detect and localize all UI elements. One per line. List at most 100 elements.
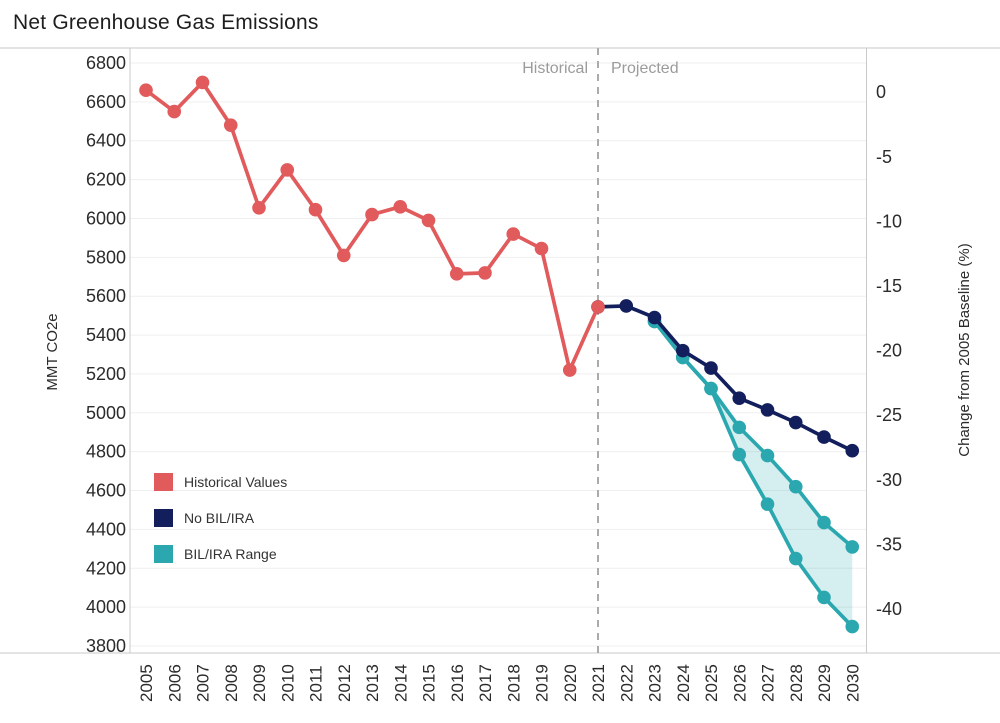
- year-axis-tick-label: 2022: [617, 664, 636, 702]
- historical-point: [534, 241, 549, 256]
- year-axis-tick-label: 2020: [561, 664, 580, 702]
- mmt-axis-tick-label: 6200: [86, 170, 126, 190]
- bil-ira-band: [654, 321, 853, 627]
- historical-point: [252, 200, 266, 215]
- historical-point: [308, 202, 323, 217]
- no-bil-ira-line: [596, 304, 855, 453]
- bil-ira-lower-point: [788, 551, 803, 566]
- historical-point: [223, 118, 238, 132]
- legend-item-no-bil-ira: No BIL/IRA: [154, 509, 287, 527]
- no-bil-ira-point: [647, 310, 662, 325]
- year-axis-tick-label: 2024: [674, 664, 693, 702]
- legend-label: No BIL/IRA: [184, 510, 255, 526]
- mmt-axis-tick-label: 3800: [86, 636, 126, 656]
- historical-zone-label: Historical: [522, 60, 588, 77]
- page-title: Net Greenhouse Gas Emissions: [13, 11, 319, 34]
- no-bil-ira-point: [675, 343, 690, 358]
- mmt-axis-tick-label: 6400: [86, 131, 126, 151]
- year-axis-tick-label: 2010: [278, 664, 297, 702]
- mmt-axis-tick-label: 4200: [86, 558, 126, 578]
- historical-point: [195, 75, 210, 90]
- historical-point: [506, 227, 521, 241]
- year-axis-tick-label: 2013: [363, 664, 382, 702]
- historical-point: [421, 213, 436, 228]
- bil-ira-lower-point: [845, 619, 860, 634]
- percent-axis-tick-label: -20: [876, 341, 902, 361]
- year-axis-tick-label: 2006: [165, 664, 184, 702]
- historical-point: [365, 207, 379, 222]
- year-axis-tick-label: 2023: [646, 664, 665, 702]
- no-bil-ira-point: [619, 299, 634, 313]
- bil-ira-lower-point: [732, 447, 747, 462]
- bil-ira-upper-point: [704, 381, 718, 396]
- percent-axis-tick-label: -25: [876, 405, 902, 425]
- year-axis-tick-label: 2014: [391, 664, 410, 702]
- percent-axis-tick-label: -10: [876, 211, 902, 231]
- percent-axis-tick-label: -40: [876, 599, 902, 619]
- historical-point: [336, 248, 351, 263]
- no-bil-ira-point: [760, 403, 775, 417]
- percent-axis-tick-label: -35: [876, 534, 902, 554]
- bil-ira-upper-point: [788, 479, 803, 494]
- legend-label: BIL/IRA Range: [184, 546, 277, 562]
- year-axis-tick-label: 2021: [589, 664, 608, 702]
- mmt-axis-tick-label: 4800: [86, 442, 126, 462]
- year-axis-tick-label: 2025: [702, 664, 721, 702]
- percent-axis-tick-label: -15: [876, 276, 902, 296]
- percent-axis-title: Change from 2005 Baseline (%): [956, 243, 973, 456]
- no-bil-ira-point: [845, 443, 860, 458]
- year-axis-tick-label: 2026: [730, 664, 749, 702]
- year-axis-tick-label: 2028: [787, 664, 806, 702]
- year-axis-tick-label: 2029: [815, 664, 834, 702]
- year-axis-tick-label: 2017: [476, 664, 495, 702]
- bil-ira-upper-point: [817, 515, 831, 530]
- year-axis-tick-label: 2027: [759, 664, 778, 702]
- historical-line: [144, 80, 600, 372]
- legend-item-historical: Historical Values: [154, 473, 287, 491]
- mmt-axis-tick-label: 4600: [86, 481, 126, 501]
- historical-point: [139, 83, 153, 98]
- year-axis-tick-label: 2019: [533, 664, 552, 702]
- mmt-axis-tick-label: 6800: [86, 53, 126, 73]
- year-axis-tick-label: 2018: [504, 664, 523, 702]
- year-axis-tick-label: 2009: [250, 664, 269, 702]
- year-axis-tick-label: 2011: [307, 665, 326, 702]
- percent-axis-tick-label: -5: [876, 147, 892, 167]
- bil-ira-upper-point: [845, 540, 860, 554]
- no-bil-ira-point: [817, 430, 831, 444]
- year-axis-tick-label: 2016: [448, 664, 467, 702]
- year-axis-tick-label: 2008: [222, 664, 241, 702]
- historical-point: [393, 200, 408, 214]
- mmt-axis-tick-label: 4400: [86, 519, 126, 539]
- mmt-axis-tick-label: 6600: [86, 92, 126, 112]
- mmt-axis-title: MMT CO2e: [44, 313, 61, 390]
- legend-item-bil-ira-range: BIL/IRA Range: [154, 545, 287, 563]
- year-axis-tick-label: 2030: [843, 664, 862, 702]
- percent-axis-tick-label: -30: [876, 470, 902, 490]
- bil-ira-lower-point: [760, 497, 775, 511]
- no-bil-ira-point: [704, 361, 718, 375]
- mmt-axis-tick-label: 5400: [86, 325, 126, 345]
- mmt-axis-tick-label: 5600: [86, 286, 126, 306]
- no-bil-ira-point: [732, 391, 747, 406]
- legend: Historical Values No BIL/IRA BIL/IRA Ran…: [154, 473, 287, 581]
- year-axis-tick-label: 2012: [335, 664, 354, 702]
- legend-label: Historical Values: [184, 474, 288, 490]
- bil-ira-upper-point: [760, 448, 775, 463]
- bil-ira-lower-point: [817, 590, 831, 605]
- bil-ira-range-swatch-icon: [154, 545, 173, 563]
- mmt-axis-tick-label: 5200: [86, 364, 126, 384]
- mmt-axis-tick-label: 4000: [86, 597, 126, 617]
- percent-axis-tick-label: 0: [876, 82, 886, 102]
- year-axis-tick-label: 2015: [420, 664, 439, 702]
- projected-zone-label: Projected: [611, 60, 679, 77]
- year-axis-tick-label: 2005: [137, 664, 156, 702]
- no-bil-ira-swatch-icon: [154, 509, 173, 527]
- historical-point: [591, 300, 605, 314]
- no-bil-ira-point: [788, 415, 803, 430]
- mmt-axis-tick-label: 5000: [86, 403, 126, 423]
- historical-point: [167, 104, 182, 119]
- mmt-axis-tick-label: 6000: [86, 208, 126, 228]
